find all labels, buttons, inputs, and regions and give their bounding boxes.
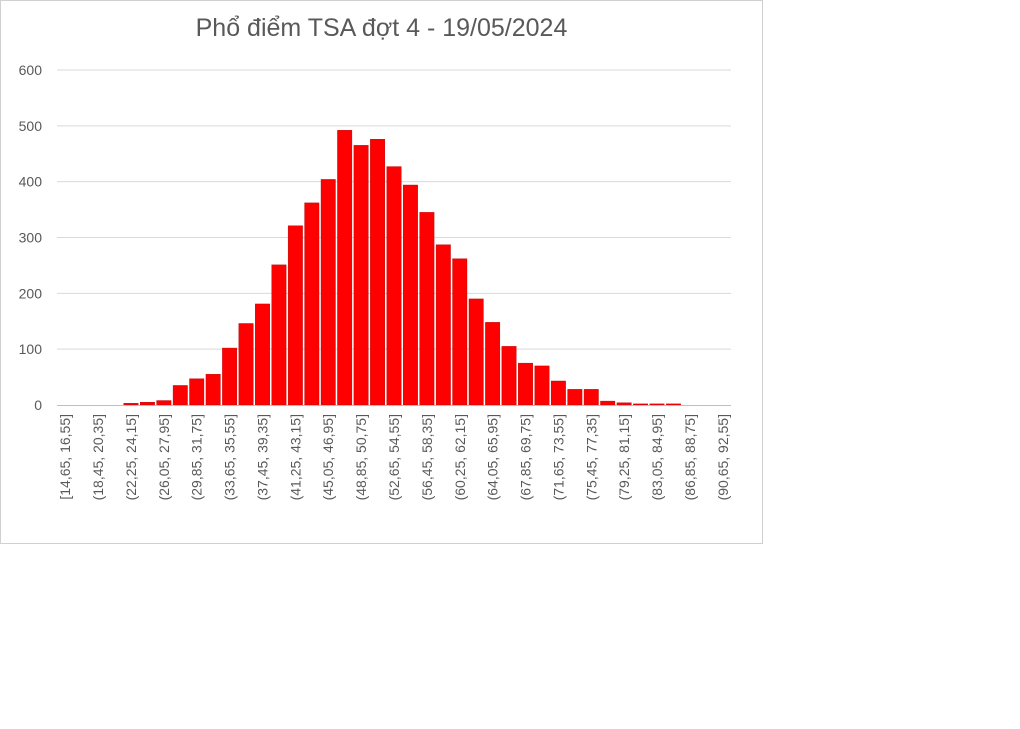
x-tick-label: (67,85, 69,75] <box>518 414 534 500</box>
bar <box>172 385 188 406</box>
bar <box>205 374 221 406</box>
x-tick-label: (52,65, 54,55] <box>386 414 402 500</box>
bar <box>386 166 402 406</box>
bar <box>419 212 435 406</box>
bar <box>255 303 270 406</box>
bar <box>567 389 583 406</box>
x-tick-label: (33,65, 35,55] <box>222 414 238 500</box>
bar <box>468 298 484 406</box>
x-tick-label: (60,25, 62,15] <box>452 414 468 500</box>
chart-plot: 0 100 200 300 400 500 600 [14,65, 16,55] (18,45,… <box>19 62 731 500</box>
x-tick-label: (18,45, 20,35] <box>90 414 106 500</box>
bar <box>370 139 385 406</box>
y-tick-label: 0 <box>34 397 42 413</box>
x-tick-label: (56,45, 58,35] <box>419 414 435 500</box>
x-tick-label: (90,65, 92,55] <box>715 414 731 500</box>
x-tick-label: (45,05, 46,95] <box>320 414 336 500</box>
bar <box>287 225 303 406</box>
x-tick-label: (41,25, 43,15] <box>287 414 303 500</box>
x-tick-label: (26,05, 27,95] <box>156 414 172 500</box>
bar <box>485 322 501 406</box>
bar <box>435 244 451 406</box>
bar <box>518 362 533 406</box>
bar <box>156 400 172 406</box>
bar <box>353 145 369 406</box>
bar <box>501 346 517 406</box>
bar <box>238 323 254 406</box>
bar <box>583 389 599 406</box>
bar <box>633 403 649 406</box>
bar <box>649 403 665 406</box>
y-tick-label: 300 <box>19 230 43 246</box>
x-tick-label: (48,85, 50,75] <box>353 414 369 500</box>
x-tick-label: (79,25, 81,15] <box>616 414 632 500</box>
bar <box>403 184 418 406</box>
bar <box>320 179 336 406</box>
bar <box>452 258 468 406</box>
x-tick-label: (37,45, 39,35] <box>254 414 270 500</box>
x-tick-label: (86,85, 88,75] <box>682 414 698 500</box>
bar <box>123 403 139 406</box>
y-tick-label: 200 <box>19 285 43 301</box>
bar <box>222 347 238 406</box>
bar <box>139 402 155 406</box>
bar <box>337 130 353 406</box>
x-tick-label: (71,65, 73,55] <box>550 414 566 500</box>
bar <box>534 365 550 406</box>
bar <box>271 264 287 406</box>
x-tick-label: (22,25, 24,15] <box>123 414 139 500</box>
x-tick-label: [14,65, 16,55] <box>57 414 73 500</box>
bar <box>616 402 632 406</box>
bar <box>550 380 566 406</box>
x-tick-label: (29,85, 31,75] <box>189 414 205 500</box>
bar <box>189 378 205 406</box>
y-tick-label: 500 <box>19 118 43 134</box>
x-tick-label: (64,05, 65,95] <box>485 414 501 500</box>
y-tick-label: 400 <box>19 174 43 190</box>
y-tick-label: 100 <box>19 341 43 357</box>
x-tick-label: (75,45, 77,35] <box>583 414 599 500</box>
chart-title: Phổ điểm TSA đợt 4 - 19/05/2024 <box>195 14 568 42</box>
bar <box>666 403 681 406</box>
bar <box>600 400 616 406</box>
bar <box>304 202 320 406</box>
x-tick-label: (83,05, 84,95] <box>649 414 665 500</box>
y-tick-label: 600 <box>19 62 43 78</box>
